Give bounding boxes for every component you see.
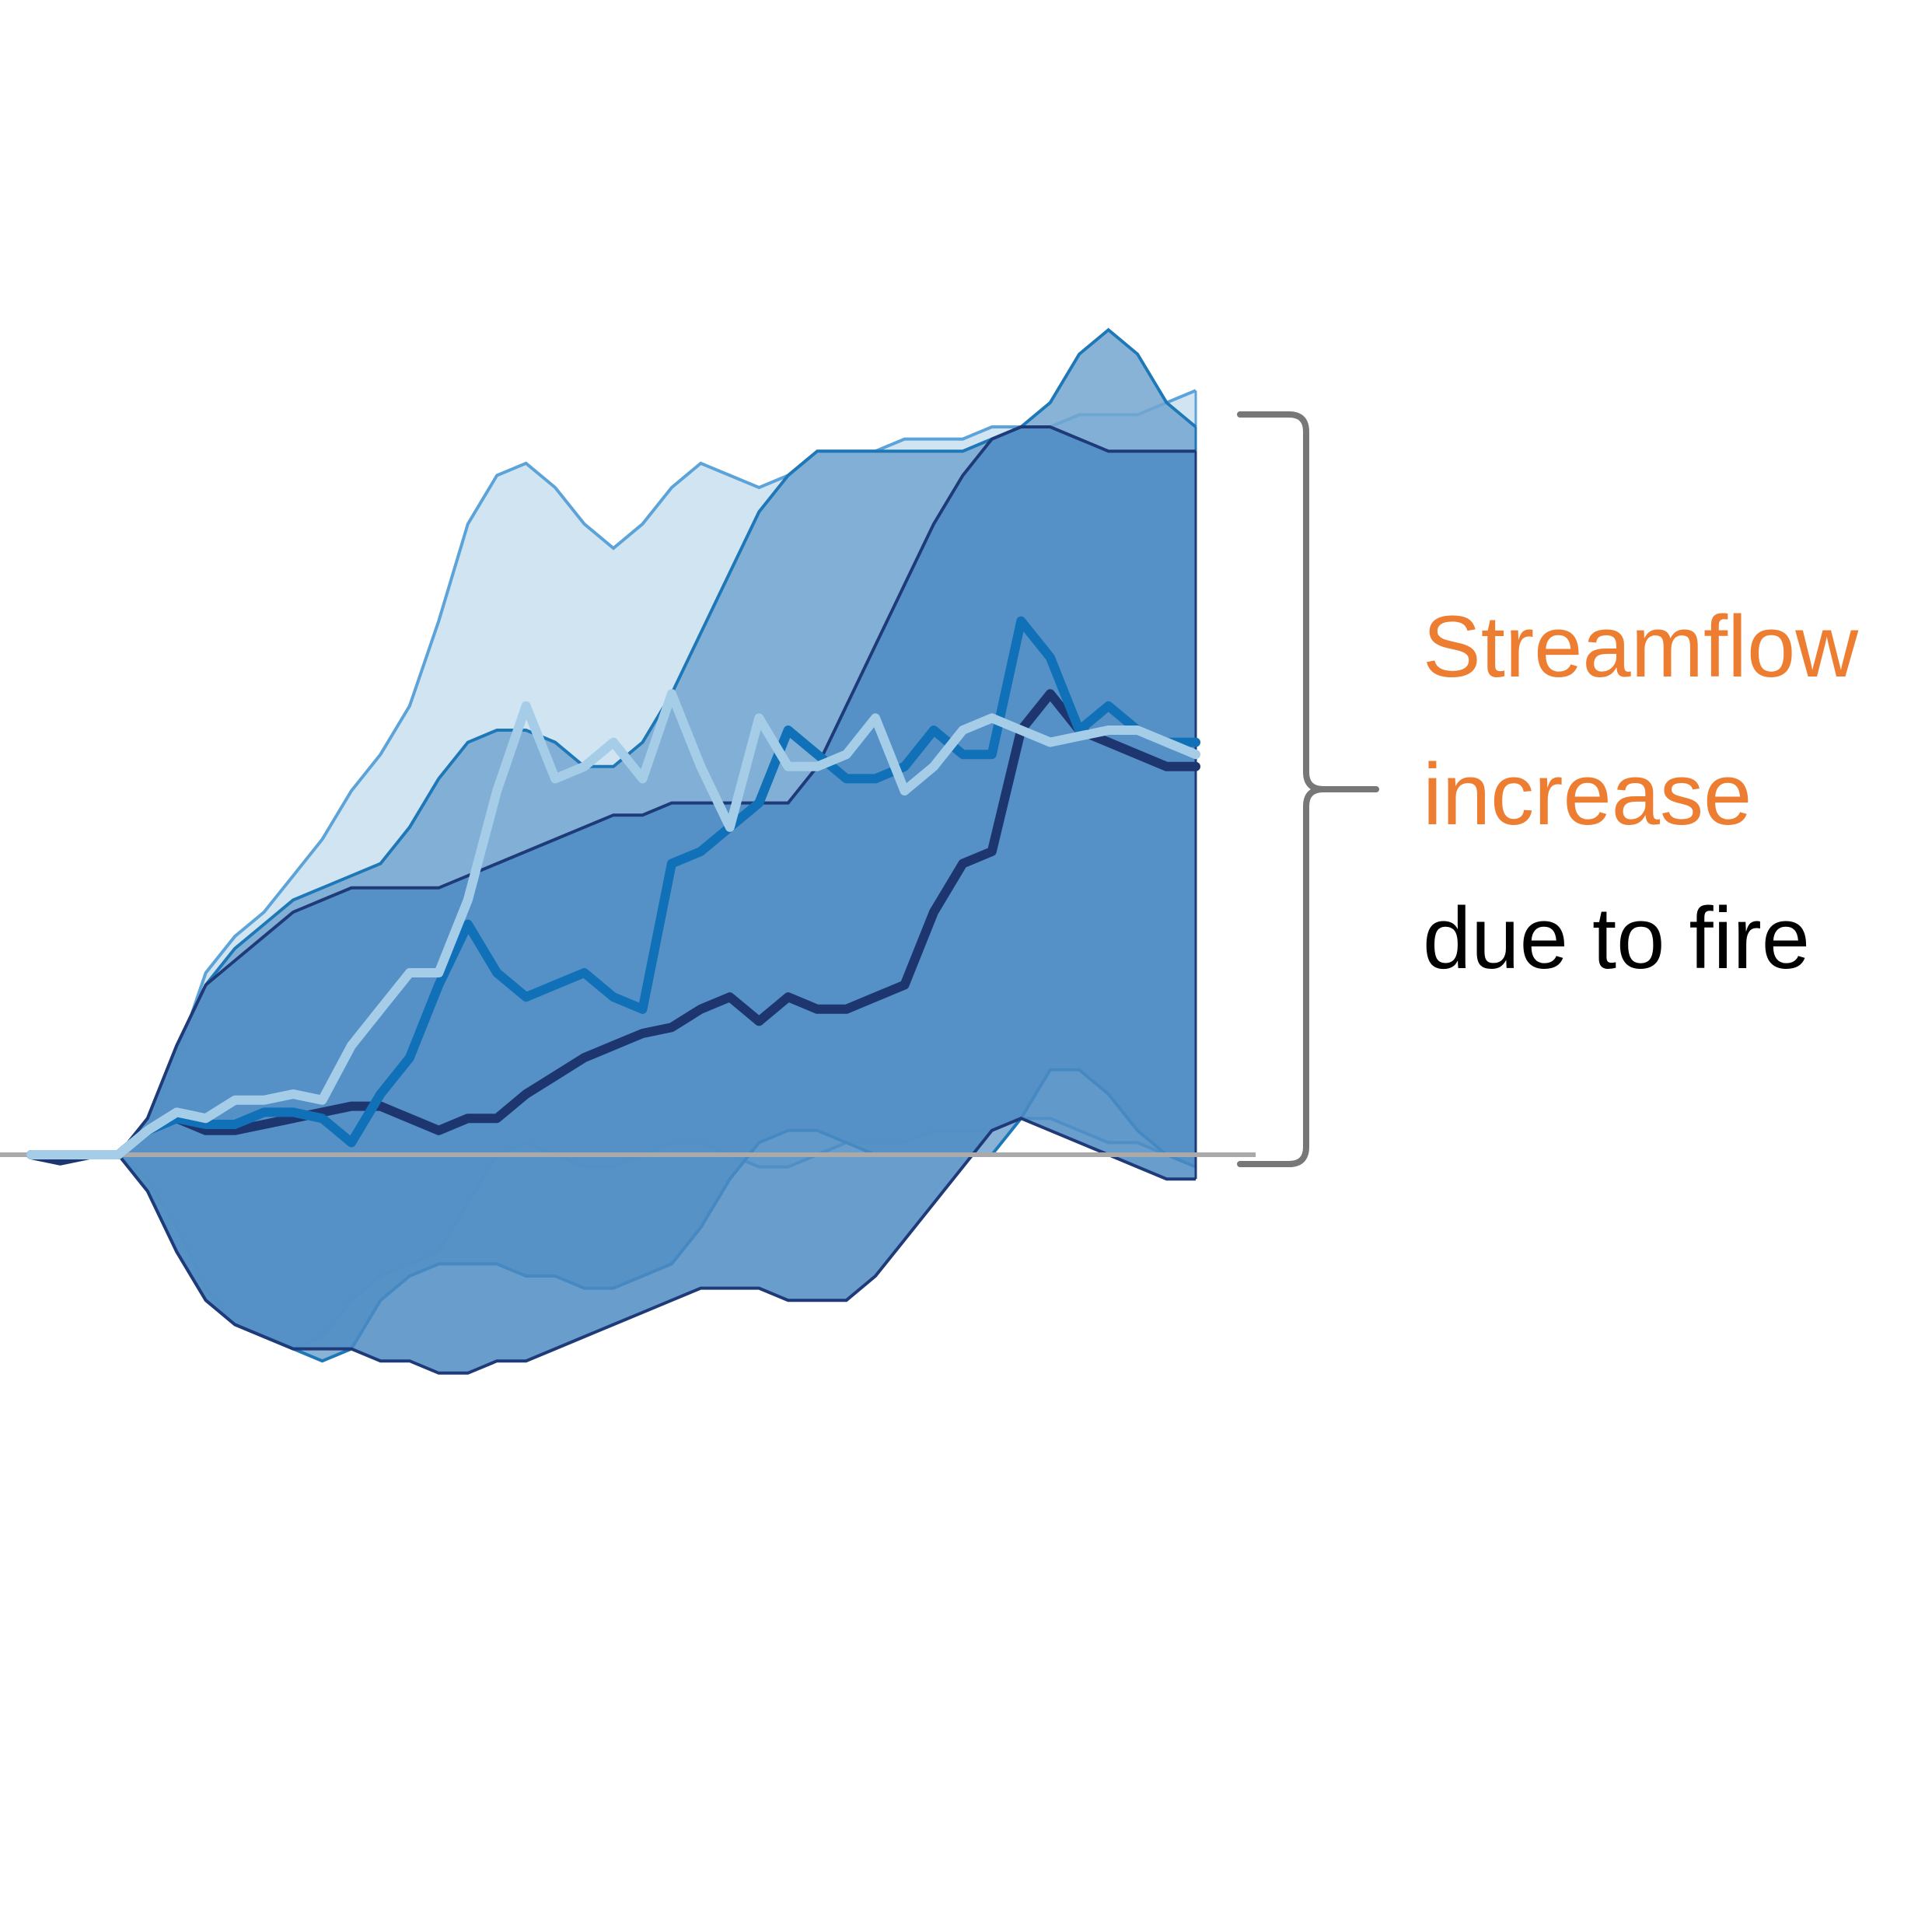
- band-area-dark: [31, 427, 1196, 1373]
- uncertainty-bands: [31, 327, 1197, 1375]
- annotation-increase: increase: [1423, 746, 1752, 843]
- series-line-dark: [26, 689, 1200, 1166]
- curly-brace-bracket: [1237, 411, 1379, 1167]
- annotation-due-to-fire: due to fire: [1423, 890, 1810, 987]
- annotation-streamflow: Streamflow: [1423, 598, 1859, 695]
- band-edge-lower-dark: [31, 1117, 1196, 1375]
- series-lines: [26, 616, 1200, 1166]
- band-edge-upper-light: [31, 389, 1197, 1156]
- series-line-light: [26, 689, 1200, 1159]
- series-line-mid: [26, 616, 1200, 1159]
- band-edge-upper-dark: [31, 425, 1196, 1156]
